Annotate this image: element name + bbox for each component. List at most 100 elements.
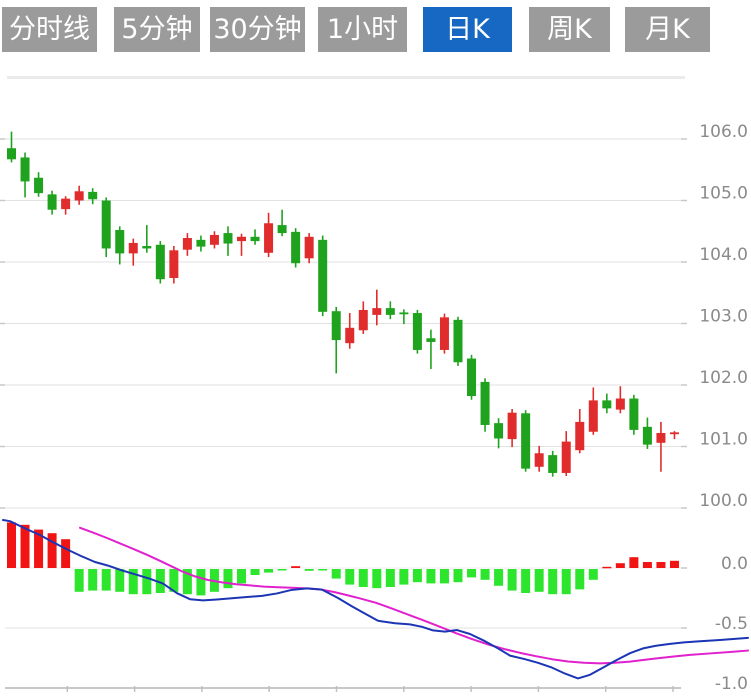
macd-bar xyxy=(7,522,16,568)
period-tabbar: 分时线 5分钟 30分钟 1小时 日K 周K 月K xyxy=(0,0,751,56)
candle-body xyxy=(250,236,260,242)
candlestick-series xyxy=(7,131,679,477)
macd-bar xyxy=(642,562,652,568)
candle-body xyxy=(223,233,233,244)
macd-bar xyxy=(588,569,598,580)
candle-body xyxy=(615,398,625,410)
macd-bar xyxy=(101,569,111,591)
macd-bar xyxy=(88,569,98,591)
price-axis-label: 104.0 xyxy=(699,245,748,265)
candle-body xyxy=(264,223,274,253)
macd-bar xyxy=(223,569,233,589)
candle-body xyxy=(101,200,111,249)
tab-30min[interactable]: 30分钟 xyxy=(210,7,305,52)
macd-axis-label: -1.0 xyxy=(715,674,748,694)
price-axis-label: 105.0 xyxy=(699,184,748,204)
macd-bar xyxy=(74,569,84,592)
candle-body xyxy=(588,400,598,432)
price-axis-label: 100.0 xyxy=(699,491,748,511)
macd-bar xyxy=(196,569,206,596)
macd-bar xyxy=(412,569,422,583)
price-axis-labels: 106.0 105.0 104.0 103.0 102.0 101.0 100.0 xyxy=(699,122,748,511)
macd-bar xyxy=(237,569,247,584)
price-axis-label: 106.0 xyxy=(699,122,748,142)
candle-body xyxy=(480,381,490,425)
candle-body xyxy=(61,198,71,210)
candle-body xyxy=(385,308,395,315)
macd-bar xyxy=(20,524,30,568)
macd-bar xyxy=(561,569,571,595)
candle-body xyxy=(467,358,477,397)
candle-body xyxy=(507,412,517,440)
macd-bar xyxy=(629,557,639,568)
tab-daily-k[interactable]: 日K xyxy=(423,7,512,52)
candle-body xyxy=(521,413,531,469)
candle-body xyxy=(602,400,612,409)
macd-bar xyxy=(61,539,71,568)
candle-body xyxy=(453,319,463,363)
tab-1hour[interactable]: 1小时 xyxy=(318,7,407,52)
macd-bar xyxy=(250,569,260,575)
tabbar-divider xyxy=(7,76,685,79)
macd-bar xyxy=(291,566,301,568)
macd-bar xyxy=(345,569,355,585)
axis-ticks xyxy=(0,138,687,629)
macd-bar xyxy=(182,569,192,595)
candle-body xyxy=(304,236,314,259)
price-axis-label: 102.0 xyxy=(699,368,748,388)
candle-body xyxy=(318,239,328,312)
candle-body xyxy=(169,250,179,278)
candle-body xyxy=(47,194,57,210)
macd-bar xyxy=(656,562,666,568)
candle-body xyxy=(548,455,558,473)
macd-bar xyxy=(277,569,287,571)
candle-body xyxy=(494,423,504,439)
macd-bar xyxy=(358,569,368,587)
candle-body xyxy=(426,338,436,342)
macd-bar xyxy=(494,569,504,586)
macd-bar xyxy=(575,569,585,590)
macd-bar xyxy=(480,569,490,580)
dif-line xyxy=(2,519,749,680)
candle-body xyxy=(142,246,152,249)
macd-histogram xyxy=(7,522,679,596)
macd-bar xyxy=(521,569,531,593)
macd-bar xyxy=(602,566,612,569)
macd-bar xyxy=(47,533,57,568)
candle-body xyxy=(575,421,585,451)
macd-bar xyxy=(669,560,679,568)
candle-body xyxy=(34,177,44,194)
tab-weekly-k[interactable]: 周K xyxy=(529,7,610,52)
macd-bar xyxy=(142,569,152,595)
candle-body xyxy=(128,242,138,254)
tab-5min[interactable]: 5分钟 xyxy=(114,7,200,52)
candle-body xyxy=(88,191,98,200)
macd-bar xyxy=(507,569,517,591)
candle-body xyxy=(561,441,571,473)
candle-body xyxy=(629,398,639,430)
candle-body xyxy=(237,236,247,242)
candle-body xyxy=(196,239,206,247)
macd-bar xyxy=(534,569,544,592)
tab-timeline[interactable]: 分时线 xyxy=(2,7,97,52)
candle-body xyxy=(20,157,30,182)
candle-body xyxy=(642,426,652,445)
macd-bar xyxy=(426,569,436,584)
tab-monthly-k[interactable]: 月K xyxy=(625,7,710,52)
macd-bar xyxy=(115,569,125,592)
candle-body xyxy=(291,231,301,264)
macd-bar xyxy=(331,569,341,579)
macd-bar xyxy=(318,569,328,571)
candle-body xyxy=(412,313,422,350)
candle-body xyxy=(7,148,16,160)
macd-bar xyxy=(372,569,382,589)
candle-body xyxy=(182,238,192,250)
macd-bar xyxy=(399,569,409,585)
price-axis-label: 101.0 xyxy=(699,430,748,450)
candle-body xyxy=(358,309,368,331)
candle-body xyxy=(345,327,355,344)
candle-body xyxy=(115,230,125,254)
candle-body xyxy=(399,312,409,315)
